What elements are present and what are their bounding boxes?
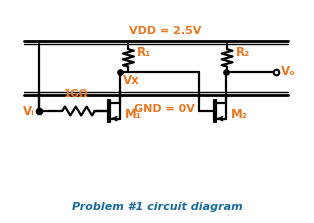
Text: M₂: M₂ xyxy=(230,108,247,122)
Text: R₂: R₂ xyxy=(236,46,250,59)
Text: 1GΩ: 1GΩ xyxy=(64,89,89,99)
Text: GND = 0V: GND = 0V xyxy=(134,104,195,114)
Text: R₁: R₁ xyxy=(137,46,151,59)
Text: Vₒ: Vₒ xyxy=(281,65,296,78)
Text: Vx: Vx xyxy=(123,74,140,87)
Text: M₁: M₁ xyxy=(125,108,142,122)
Text: Problem #1 circuit diagram: Problem #1 circuit diagram xyxy=(72,202,242,212)
Text: VDD = 2.5V: VDD = 2.5V xyxy=(129,26,201,36)
Text: Vᵢ: Vᵢ xyxy=(23,105,35,118)
